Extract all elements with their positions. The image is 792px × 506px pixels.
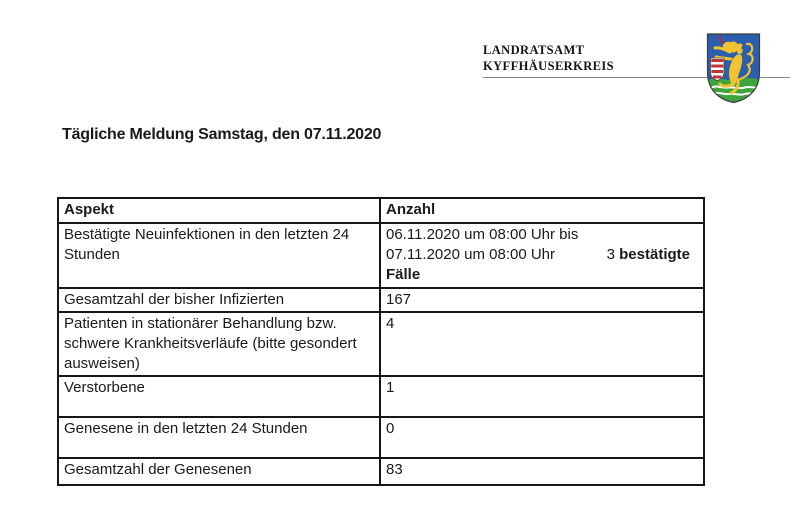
column-header-anzahl: Anzahl (379, 197, 705, 224)
org-name-line1: LANDRATSAMT (483, 43, 585, 57)
lion-hind-leg (718, 82, 735, 88)
case-label-continued: Fälle (386, 266, 421, 283)
case-count: 3 (606, 246, 620, 263)
lion-muzzle (722, 41, 731, 51)
daily-report-table: Aspekt Anzahl Bestätigte Neuinfektionen … (57, 197, 705, 486)
confirmed-cases: 3 bestätigte (607, 245, 690, 265)
period-to-line: 07.11.2020 um 08:00 Uhr 3 bestätigte (386, 245, 698, 265)
aspekt-cell: Patienten in stationärer Behandlung bzw.… (57, 311, 381, 377)
table-row-deceased: Verstorbene 1 (57, 375, 705, 418)
shield-outline (706, 33, 761, 104)
anzahl-cell: 4 (379, 311, 705, 377)
lion (713, 35, 754, 95)
stripe-red (711, 64, 724, 68)
table-row-recovered-24h: Genesene in den letzten 24 Stunden 0 (57, 416, 705, 459)
kyffhaeuserkreis-coat-of-arms (706, 33, 761, 104)
aspekt-cell: Gesamtzahl der bisher Infizierten (57, 287, 381, 313)
lion-front-leg (713, 46, 732, 54)
anzahl-cell: 167 (379, 287, 705, 313)
case-label: bestätigte (619, 246, 690, 263)
column-header-aspekt: Aspekt (57, 197, 381, 224)
table-row-new-infections: Bestätigte Neuinfektionen in den letzten… (57, 222, 705, 289)
lion-hind-leg (729, 78, 740, 95)
lion-tongue (718, 35, 725, 44)
anzahl-cell: 83 (379, 457, 705, 486)
anzahl-cell: 06.11.2020 um 08:00 Uhr bis 07.11.2020 u… (379, 222, 705, 289)
letterhead: LANDRATSAMT KYFFHÄUSERKREIS (483, 42, 614, 74)
stripes-escutcheon (710, 57, 725, 81)
period-from: 06.11.2020 um 08:00 Uhr bis (386, 226, 579, 243)
stripe-red (711, 70, 724, 73)
letterhead-rule (483, 77, 790, 78)
anzahl-cell: 1 (379, 375, 705, 418)
table-header-row: Aspekt Anzahl (57, 197, 705, 224)
lion-body (729, 54, 743, 86)
escutcheon-base (710, 57, 725, 81)
table-row-hospitalized: Patienten in stationärer Behandlung bzw.… (57, 311, 705, 377)
aspekt-cell: Bestätigte Neuinfektionen in den letzten… (57, 222, 381, 289)
table-row-total-infected: Gesamtzahl der bisher Infizierten 167 (57, 287, 705, 313)
aspekt-cell: Gesamtzahl der Genesenen (57, 457, 381, 486)
lion-tail (738, 42, 754, 81)
anzahl-cell: 0 (379, 416, 705, 459)
stripe-red (713, 75, 722, 79)
period-to: 07.11.2020 um 08:00 Uhr (386, 246, 556, 263)
page-title: Tägliche Meldung Samstag, den 07.11.2020 (62, 126, 382, 143)
aspekt-cell: Verstorbene (57, 375, 381, 418)
aspekt-cell: Genesene in den letzten 24 Stunden (57, 416, 381, 459)
table-row-total-recovered: Gesamtzahl der Genesenen 83 (57, 457, 705, 486)
stripe-red (711, 59, 724, 62)
org-name-line2: KYFFHÄUSERKREIS (483, 59, 615, 73)
